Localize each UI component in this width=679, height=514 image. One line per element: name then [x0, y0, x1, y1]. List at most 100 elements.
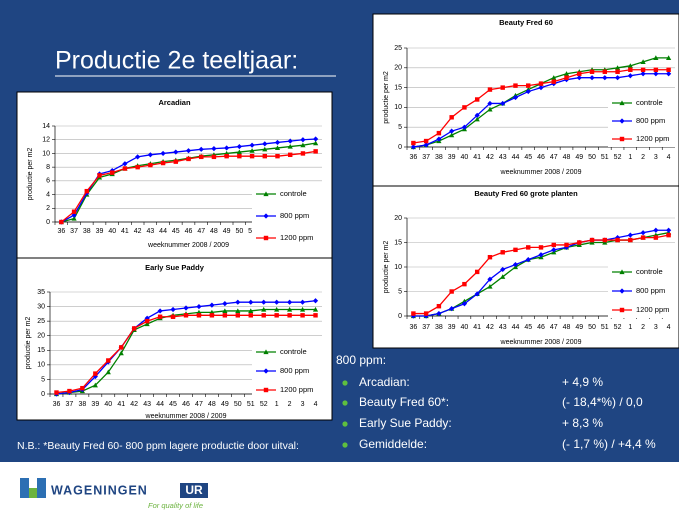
x-tick-label: 44	[512, 154, 520, 161]
data-point	[627, 73, 633, 79]
x-tick-label: 47	[550, 324, 558, 331]
y-tick-label: 10	[42, 150, 50, 157]
data-point	[59, 219, 64, 225]
data-point	[474, 112, 480, 118]
bullet-dot	[342, 442, 348, 448]
x-tick-label: 41	[117, 401, 125, 408]
data-point	[299, 299, 306, 305]
x-tick-label: 36	[409, 154, 417, 161]
x-tick-label: 3	[654, 154, 658, 161]
data-point	[551, 79, 556, 84]
x-tick-label: 37	[66, 401, 74, 408]
data-point	[500, 250, 505, 255]
data-point	[198, 146, 204, 152]
data-point	[196, 313, 202, 318]
x-tick-label: 3	[301, 401, 305, 408]
data-point	[119, 345, 124, 350]
data-point	[157, 308, 163, 314]
data-point	[288, 152, 293, 158]
data-point	[640, 230, 646, 236]
data-point	[236, 143, 242, 150]
data-point	[274, 313, 279, 318]
x-tick-label: 2	[641, 154, 645, 161]
bullet-dot	[342, 400, 348, 406]
x-tick-label: 4	[667, 324, 671, 331]
data-point	[312, 306, 319, 312]
x-tick-label: 41	[473, 324, 481, 331]
x-tick-label: 44	[159, 228, 167, 235]
data-point	[589, 75, 595, 81]
legend-marker	[263, 235, 269, 241]
data-point	[261, 306, 267, 312]
x-tick-label: 39	[96, 228, 104, 235]
x-tick-label: 42	[134, 228, 142, 235]
data-point	[602, 237, 608, 243]
data-point	[262, 141, 268, 147]
x-tick-label: 48	[210, 228, 218, 235]
data-point	[157, 314, 163, 319]
chart-title: Beauty Fred 60	[499, 18, 553, 27]
data-point	[170, 314, 176, 319]
logo-badge-text: UR	[185, 483, 203, 497]
bullet-list: Arcadian: + 4,9 % Beauty Fred 60*: (- 18…	[342, 375, 656, 451]
data-point	[462, 105, 467, 110]
data-point	[222, 301, 228, 307]
x-tick-label: 46	[185, 228, 193, 235]
data-point	[513, 247, 518, 253]
x-tick-label: 50	[235, 228, 243, 235]
x-tick-label: 47	[550, 154, 558, 161]
data-point	[628, 237, 633, 243]
data-point	[614, 65, 621, 70]
data-point	[299, 306, 306, 312]
footer-background	[0, 462, 679, 514]
data-point	[577, 240, 582, 245]
legend-label: 800 ppm	[280, 211, 309, 220]
data-point	[105, 369, 111, 375]
legend-label: controle	[636, 98, 663, 107]
x-tick-label: 37	[422, 154, 430, 161]
data-point	[564, 242, 569, 248]
x-tick-label: 50	[588, 324, 596, 331]
legend-marker	[263, 349, 269, 355]
data-point	[106, 358, 111, 363]
data-point	[666, 67, 671, 72]
data-point	[449, 115, 454, 120]
x-tick-label: 49	[575, 324, 583, 331]
data-point	[487, 276, 493, 282]
data-point	[436, 310, 442, 317]
data-point	[287, 299, 293, 305]
data-point	[526, 83, 531, 88]
x-tick-label: 36	[53, 401, 61, 408]
legend-marker	[619, 288, 625, 294]
x-tick-label: 52	[614, 324, 622, 331]
data-point	[300, 137, 306, 143]
data-point	[160, 160, 166, 166]
x-tick-label: 51	[247, 401, 255, 408]
x-tick-label: 39	[91, 401, 99, 408]
y-tick-label: 0	[398, 313, 402, 320]
data-point	[551, 247, 557, 253]
data-point	[237, 153, 242, 159]
data-point	[274, 139, 281, 146]
x-tick-label: 43	[499, 154, 507, 161]
legend-marker	[619, 307, 625, 313]
y-tick-label: 6	[46, 178, 50, 185]
x-tick-label: 37	[422, 324, 430, 331]
legend-label: 800 ppm	[636, 116, 665, 125]
data-point	[84, 188, 89, 194]
data-point	[287, 143, 293, 149]
legend-label: 800 ppm	[636, 286, 665, 295]
x-tick-label: 4	[667, 154, 671, 161]
y-tick-label: 0	[46, 219, 50, 226]
data-point	[186, 156, 191, 162]
x-tick-label: 52	[614, 154, 622, 161]
data-point	[436, 303, 442, 309]
x-tick-label: 45	[169, 401, 177, 408]
data-point	[512, 94, 519, 101]
data-point	[487, 254, 493, 260]
data-point	[500, 100, 506, 107]
data-point	[653, 71, 659, 77]
bullet-label: Beauty Fred 60*:	[359, 395, 449, 409]
data-point	[474, 269, 480, 275]
data-point	[160, 150, 166, 157]
